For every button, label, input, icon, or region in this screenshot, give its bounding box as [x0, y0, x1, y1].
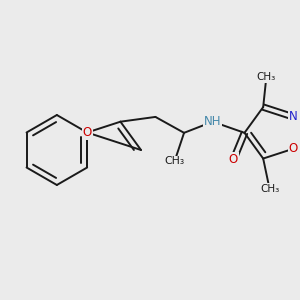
Text: CH₃: CH₃: [164, 157, 184, 166]
Text: N: N: [289, 110, 298, 123]
Text: NH: NH: [204, 115, 221, 128]
Text: O: O: [289, 142, 298, 155]
Text: O: O: [229, 153, 238, 167]
Text: O: O: [82, 126, 92, 139]
Text: CH₃: CH₃: [257, 72, 276, 82]
Text: CH₃: CH₃: [260, 184, 279, 194]
